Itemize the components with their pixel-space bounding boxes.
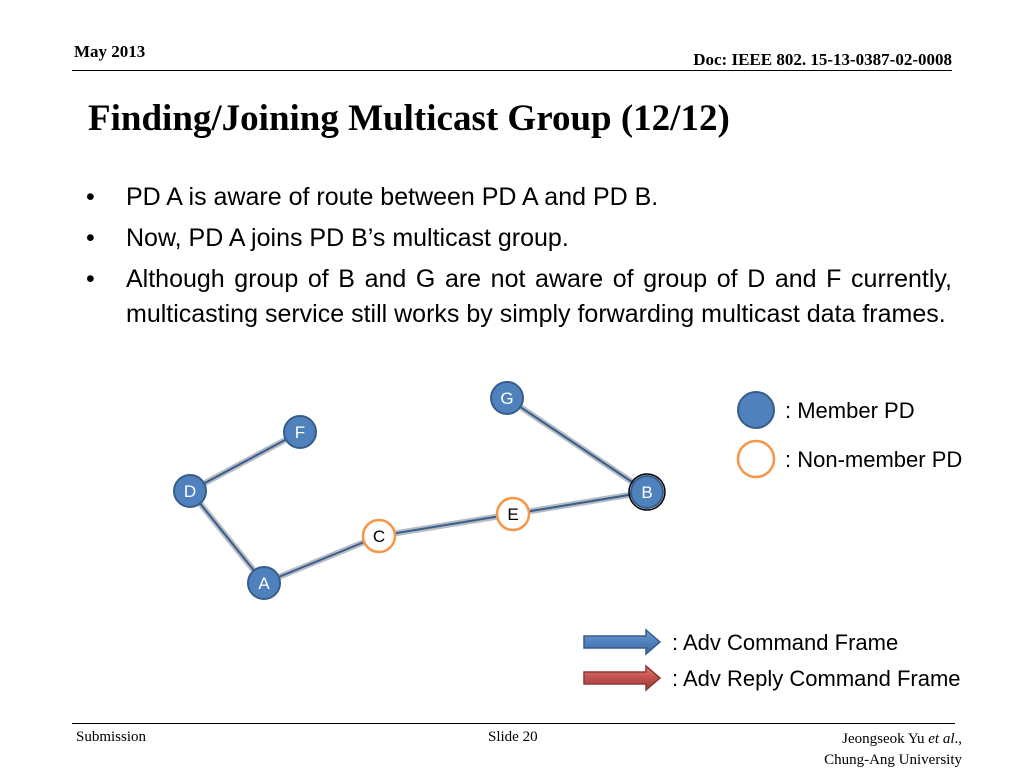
node-g: G bbox=[490, 381, 524, 415]
node-f: F bbox=[283, 415, 317, 449]
non-member-legend-icon bbox=[736, 439, 776, 479]
footer-slide-number: Slide 20 bbox=[488, 729, 538, 745]
node-label: B bbox=[641, 483, 652, 502]
node-e: E bbox=[495, 496, 531, 532]
author-name: Jeongseok Yu bbox=[842, 731, 925, 747]
legend-reply-label: : Adv Reply Command Frame bbox=[672, 666, 961, 691]
bullet-item: • Although group of B and G are not aware… bbox=[86, 262, 952, 332]
bullet-item: • PD A is aware of route between PD A and… bbox=[86, 180, 952, 215]
author-affiliation: Chung-Ang University bbox=[824, 752, 962, 768]
bullet-text: Although group of B and G are not aware … bbox=[126, 265, 952, 328]
member-legend-icon bbox=[737, 391, 775, 429]
node-label: G bbox=[500, 389, 513, 408]
bullet-dot-icon: • bbox=[86, 183, 95, 211]
legend-member-label: : Member PD bbox=[785, 398, 915, 423]
reply-arrow-icon bbox=[583, 664, 662, 692]
author-punct: ., bbox=[954, 731, 963, 747]
legend: : Member PD : Non-member PD : Adv Comman… bbox=[583, 391, 962, 692]
bullet-dot-icon: • bbox=[86, 224, 95, 252]
header-doc-id: Doc: IEEE 802. 15-13-0387-02-0008 bbox=[693, 50, 952, 69]
legend-adv-label: : Adv Command Frame bbox=[672, 630, 898, 655]
footer-submission: Submission bbox=[76, 729, 147, 745]
node-label: C bbox=[373, 527, 385, 546]
node-b: B bbox=[628, 473, 666, 511]
bullet-list: • PD A is aware of route between PD A and… bbox=[86, 180, 952, 338]
bullet-item: • Now, PD A joins PD B’s multicast group. bbox=[86, 221, 952, 256]
node-c: C bbox=[361, 518, 397, 554]
adv-arrow-icon bbox=[583, 628, 662, 656]
header-date: May 2013 bbox=[74, 42, 146, 61]
links bbox=[187, 395, 649, 586]
node-label: D bbox=[184, 482, 196, 501]
bullet-dot-icon: • bbox=[86, 265, 95, 293]
author-et-al: et al bbox=[928, 731, 955, 747]
legend-non-member-label: : Non-member PD bbox=[785, 447, 962, 472]
node-label: F bbox=[295, 423, 305, 442]
footer-author: Jeongseok Yu et al., Chung-Ang Universit… bbox=[824, 729, 962, 771]
node-label: A bbox=[258, 574, 270, 593]
node-d: D bbox=[173, 474, 207, 508]
slide-title: Finding/Joining Multicast Group (12/12) bbox=[88, 98, 730, 139]
bullet-text: Now, PD A joins PD B’s multicast group. bbox=[126, 224, 569, 252]
node-a: A bbox=[247, 566, 281, 600]
bullet-text: PD A is aware of route between PD A and … bbox=[126, 183, 659, 211]
footer-divider bbox=[72, 723, 955, 724]
node-label: E bbox=[507, 505, 518, 524]
header-divider bbox=[72, 70, 952, 71]
